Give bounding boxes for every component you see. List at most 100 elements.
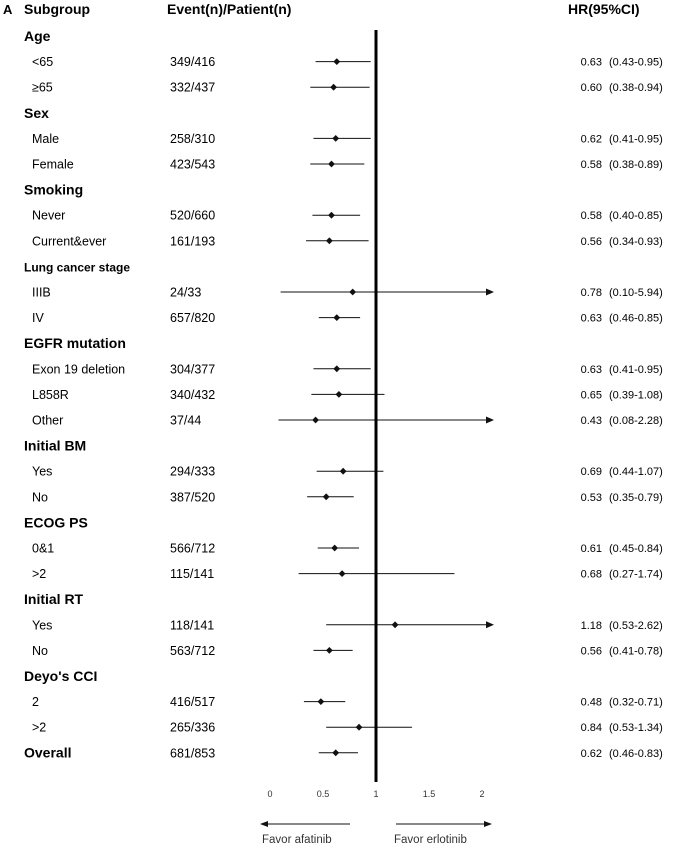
subgroup-label: L858R (32, 388, 69, 402)
ci-value: (0.53-1.34) (609, 722, 663, 734)
ci-arrow (486, 417, 494, 424)
hr-value: 0.69 (581, 466, 602, 478)
ci-value: (0.34-0.93) (609, 236, 663, 248)
subgroup-label: Yes (32, 465, 52, 479)
hr-point (392, 621, 399, 628)
hr-value: 1.18 (581, 620, 602, 632)
favor-left-label: Favor afatinib (262, 834, 332, 846)
hr-point (328, 212, 335, 219)
subgroup-label: Current&ever (32, 234, 106, 248)
ci-value: (0.08-2.28) (609, 415, 663, 427)
ci-arrow (486, 289, 494, 296)
ci-value: (0.41-0.95) (609, 133, 663, 145)
subgroup-label: Exon 19 deletion (32, 362, 125, 376)
hr-value: 0.62 (581, 748, 602, 760)
hr-point (339, 570, 346, 577)
x-tick-label: 2 (479, 789, 484, 799)
favor-left-arrow-head (260, 821, 268, 827)
group-label: Smoking (24, 182, 83, 198)
hr-value: 0.68 (581, 569, 602, 581)
hr-point (326, 237, 333, 244)
group-label: ECOG PS (24, 514, 88, 530)
ci-value: (0.38-0.94) (609, 82, 663, 94)
subgroup-label: Female (32, 158, 74, 172)
ci-arrow (486, 621, 494, 628)
hr-value: 0.63 (581, 364, 602, 376)
events-value: 563/712 (170, 644, 215, 658)
hr-value: 0.58 (581, 210, 602, 222)
hr-point (333, 314, 340, 321)
hr-point (330, 84, 337, 91)
ci-value: (0.44-1.07) (609, 466, 663, 478)
events-value: 304/377 (170, 362, 215, 376)
events-value: 566/712 (170, 542, 215, 556)
hr-value: 0.63 (581, 313, 602, 325)
subgroup-label: >2 (32, 721, 46, 735)
hr-value: 0.78 (581, 287, 602, 299)
hr-value: 0.61 (581, 543, 602, 555)
events-value: 265/336 (170, 721, 215, 735)
favor-right-label: Favor erlotinib (394, 834, 467, 846)
subgroup-label: <65 (32, 55, 53, 69)
hr-value: 0.60 (581, 82, 602, 94)
events-value: 340/432 (170, 388, 215, 402)
group-label: Initial BM (24, 438, 86, 454)
ci-value: (0.39-1.08) (609, 389, 663, 401)
hr-value: 0.65 (581, 389, 602, 401)
subgroup-label: Never (32, 209, 65, 223)
subgroup-label: ≥65 (32, 81, 53, 95)
hr-value: 0.58 (581, 159, 602, 171)
hr-value: 0.48 (581, 697, 602, 709)
events-value: 24/33 (170, 286, 201, 300)
hr-point (312, 417, 319, 424)
x-tick-label: 0.5 (317, 789, 330, 799)
ci-value: (0.45-0.84) (609, 543, 663, 555)
events-value: 423/543 (170, 158, 215, 172)
forest-axis: 0 0.5 1 1.5 2 Favor afatinib Favor erlotinib (260, 30, 492, 846)
ci-value: (0.35-0.79) (609, 492, 663, 504)
ci-value: (0.43-0.95) (609, 57, 663, 69)
subgroup-label: Other (32, 414, 63, 428)
ci-value: (0.32-0.71) (609, 697, 663, 709)
events-value: 681/853 (170, 746, 215, 760)
subgroup-label: IV (32, 311, 44, 325)
ci-value: (0.38-0.89) (609, 159, 663, 171)
hr-point (349, 289, 356, 296)
hr-point (328, 161, 335, 168)
hr-value: 0.43 (581, 415, 602, 427)
forest-rows: Age <65 349/416 0.63 (0.43-0.95) ≥65 332/437 0.… (24, 28, 663, 760)
hr-point (333, 58, 340, 65)
events-value: 118/141 (170, 618, 214, 632)
hr-point (317, 698, 324, 705)
events-value: 657/820 (170, 311, 215, 325)
group-label: Lung cancer stage (24, 260, 130, 274)
hr-point (332, 135, 339, 142)
hr-value: 0.56 (581, 236, 602, 248)
hr-value: 0.53 (581, 492, 602, 504)
ci-value: (0.46-0.85) (609, 313, 663, 325)
header-subgroup: Subgroup (24, 1, 90, 17)
hr-point (333, 365, 340, 372)
subgroup-label: Male (32, 132, 59, 146)
hr-point (326, 647, 333, 654)
x-tick-label: 0 (267, 789, 272, 799)
hr-point (331, 545, 338, 552)
subgroup-label: Yes (32, 618, 52, 632)
events-value: 294/333 (170, 465, 215, 479)
events-value: 520/660 (170, 209, 215, 223)
group-label: Deyo's CCI (24, 668, 97, 684)
panel-label: A (3, 2, 13, 17)
ci-value: (0.40-0.85) (609, 210, 663, 222)
group-label: Sex (24, 105, 49, 121)
subgroup-label: No (32, 644, 48, 658)
header-events: Event(n)/Patient(n) (167, 1, 291, 17)
events-value: 416/517 (170, 695, 215, 709)
events-value: 349/416 (170, 55, 215, 69)
ci-value: (0.27-1.74) (609, 569, 663, 581)
events-value: 387/520 (170, 490, 215, 504)
overall-label: Overall (24, 744, 71, 760)
hr-point (356, 724, 363, 731)
favor-right-arrow-head (484, 821, 492, 827)
ci-value: (0.10-5.94) (609, 287, 663, 299)
hr-point (323, 493, 330, 500)
